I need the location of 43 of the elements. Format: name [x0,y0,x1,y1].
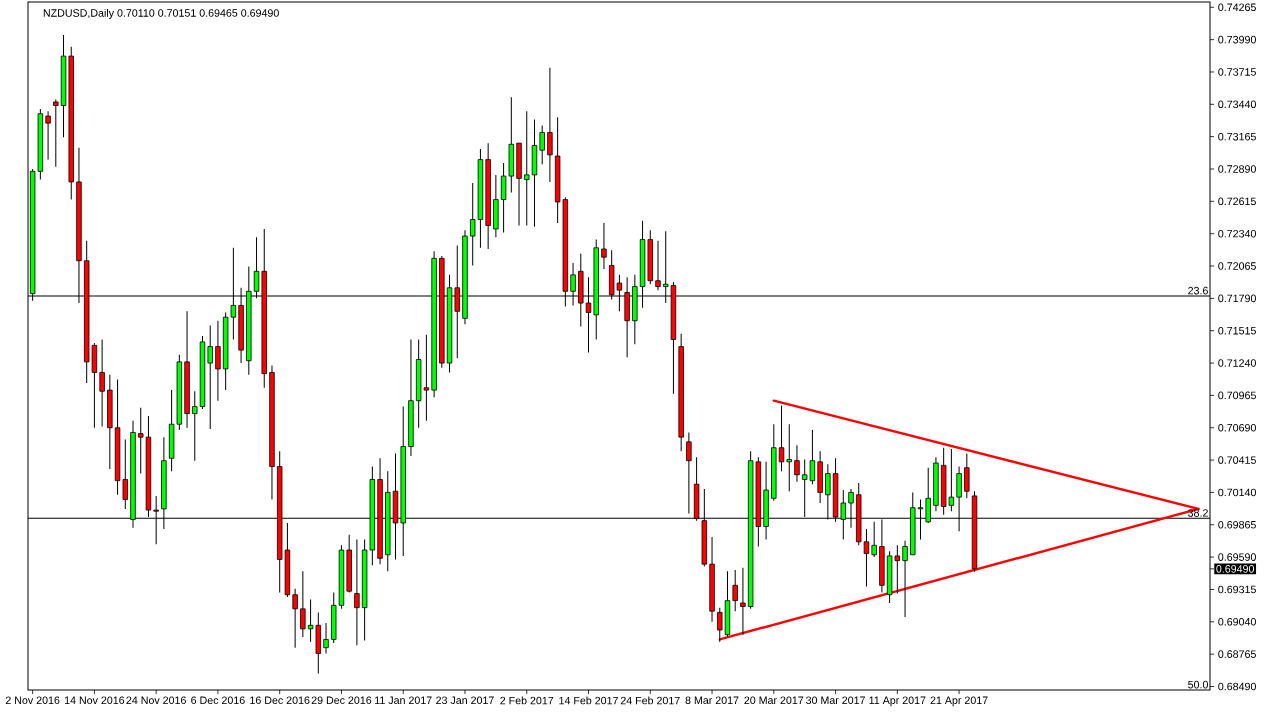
y-tick-label: 0.73440 [1218,100,1256,109]
y-tick-label: 0.69865 [1218,520,1256,529]
y-tick-label: 0.69590 [1218,553,1256,561]
y-tick-label: 0.72065 [1218,262,1256,270]
x-tick-label: 2 Nov 2016 [5,696,60,705]
annotation: 38.2 [1188,509,1208,517]
y-tick-label: 0.70690 [1218,423,1256,432]
y-tick-label: 0.70965 [1218,391,1256,400]
x-tick-label: 8 Mar 2017 [685,696,739,705]
annotation: 50.0 [1188,680,1208,689]
x-tick-label: 24 Feb 2017 [620,696,680,705]
y-tick-label: 0.72340 [1218,229,1256,238]
y-tick-label: 0.74265 [1218,3,1256,12]
x-tick-label: 21 Apr 2017 [930,696,988,707]
y-tick-label: 0.73165 [1218,132,1256,141]
x-tick-label: 20 Mar 2017 [744,696,804,705]
annotation: 23.6 [1188,286,1208,295]
x-tick-label: 14 Feb 2017 [559,696,618,705]
x-tick-label: 14 Nov 2016 [64,696,125,705]
y-tick-label: 0.70140 [1218,488,1256,497]
x-tick-label: 11 Jan 2017 [375,696,432,705]
x-tick-label: 16 Dec 2016 [250,696,310,705]
x-tick-label: 24 Nov 2016 [126,696,186,705]
x-tick-label: 30 Mar 2017 [806,696,865,705]
y-tick-label: 0.73715 [1218,68,1256,76]
x-tick-label: 6 Dec 2016 [191,696,245,705]
y-tick-label: 0.69490 [1216,565,1255,573]
y-tick-label: 0.71790 [1218,294,1256,303]
y-tick-label: 0.72890 [1218,165,1256,173]
x-tick-label: 11 Apr 2017 [869,696,926,707]
text: NZDUSD,Daily 0.70110 0.70151 0.69465 0.69490 [43,8,279,19]
x-tick-label: 23 Jan 2017 [436,696,494,705]
y-tick-label: 0.72615 [1218,197,1256,206]
y-tick-label: 0.71240 [1218,359,1256,367]
y-tick-label: 0.70415 [1218,456,1256,464]
y-tick-label: 0.68765 [1218,650,1256,658]
y-tick-label: 0.69315 [1218,585,1256,594]
y-tick-label: 0.71515 [1218,326,1256,335]
y-tick-label: 0.73990 [1218,35,1256,44]
y-tick-label: 0.68490 [1218,682,1256,691]
x-tick-label: 2 Feb 2017 [500,696,554,705]
x-tick-label: 29 Dec 2016 [311,696,372,705]
y-tick-label: 0.69040 [1218,618,1256,626]
